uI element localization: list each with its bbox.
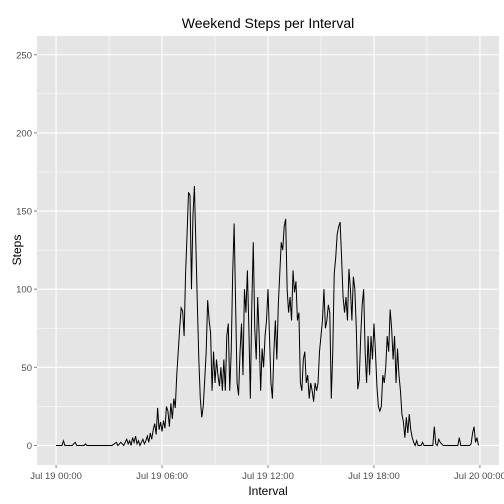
y-tick-label: 150: [16, 207, 32, 218]
x-tick-label: Jul 19 12:00: [242, 471, 294, 482]
y-tick-label: 200: [16, 128, 32, 139]
grid-lines: [37, 36, 499, 465]
y-tick-label: 100: [16, 285, 32, 296]
x-tick-label: Jul 20 00:00: [454, 471, 504, 482]
y-tick-label: 50: [21, 363, 32, 374]
y-tick-label: 0: [27, 441, 32, 452]
series-line: [56, 186, 479, 447]
x-tick-label: Jul 19 00:00: [30, 471, 82, 482]
x-tick-label: Jul 19 18:00: [348, 471, 400, 482]
y-axis-title: Steps: [10, 235, 24, 266]
x-axis-title: Interval: [248, 484, 287, 498]
y-axis-ticks: 0 50 100 150 200 250: [16, 50, 37, 452]
y-tick-label: 250: [16, 50, 32, 61]
x-axis-ticks: Jul 19 00:00 Jul 19 06:00 Jul 19 12:00 Jul …: [30, 465, 504, 482]
x-tick-label: Jul 19 06:00: [136, 471, 188, 482]
chart-title: Weekend Steps per Interval: [182, 15, 355, 31]
